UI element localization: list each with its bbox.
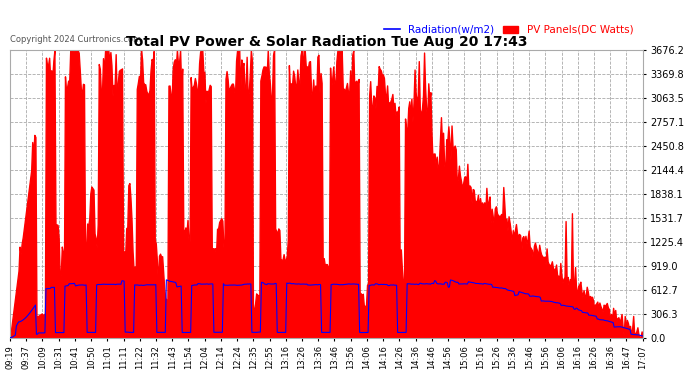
Text: Copyright 2024 Curtronics.com: Copyright 2024 Curtronics.com <box>10 35 141 44</box>
Legend: Radiation(w/m2), PV Panels(DC Watts): Radiation(w/m2), PV Panels(DC Watts) <box>380 21 638 39</box>
Title: Total PV Power & Solar Radiation Tue Aug 20 17:43: Total PV Power & Solar Radiation Tue Aug… <box>126 35 527 49</box>
